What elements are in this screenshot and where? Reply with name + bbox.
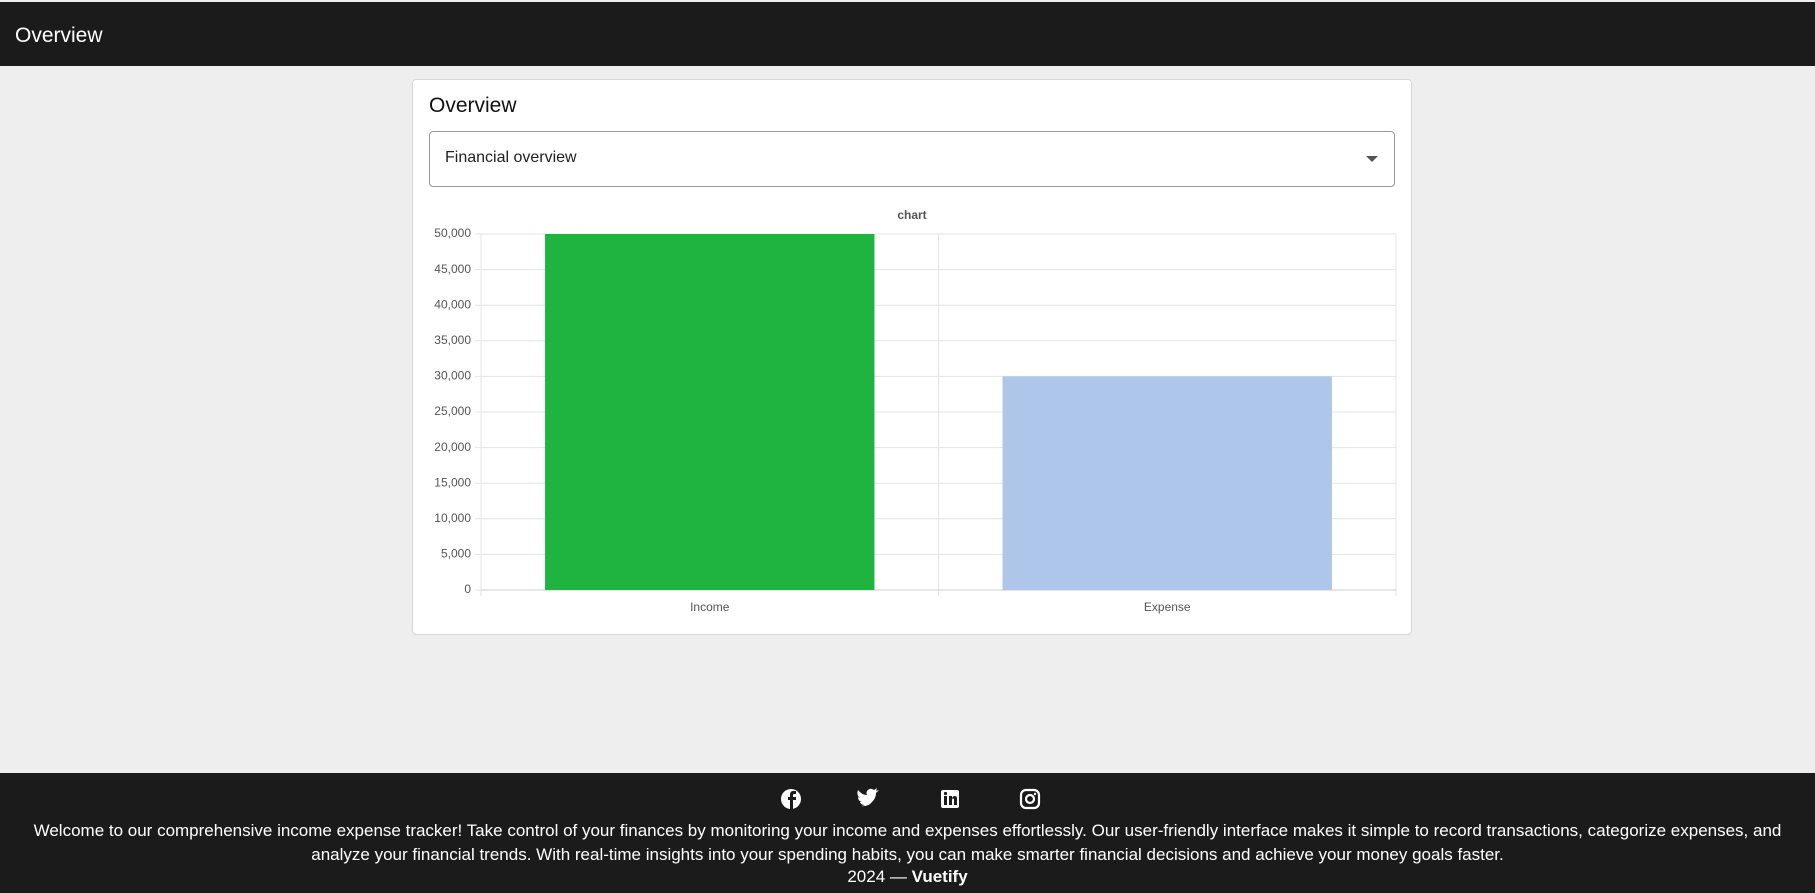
y-tick-label: 10,000 [434,511,471,525]
y-tick-label: 15,000 [434,475,471,489]
footer-year: 2024 — [847,867,907,886]
x-tick-label: Expense [1144,600,1191,614]
y-tick-label: 0 [464,582,471,596]
card-title: Overview [429,94,517,117]
social-icons [781,788,1041,810]
y-tick-label: 50,000 [434,226,471,240]
select-value: Financial overview [445,149,577,166]
instagram-icon[interactable] [1019,788,1041,810]
bar [1002,376,1332,590]
y-tick-label: 30,000 [434,369,471,383]
x-tick-label: Income [690,600,730,614]
linkedin-icon[interactable] [941,790,959,808]
chart: chart 0 5,000 10,000 15,000 20,000 25,000 30,0… [434,208,1397,614]
facebook-icon[interactable] [781,789,801,809]
bar [545,234,875,590]
y-tick-label: 20,000 [434,440,471,454]
footer: Welcome to our comprehensive income expe… [0,773,1815,893]
app-bar: Overview [0,2,1815,66]
twitter-icon[interactable] [857,788,879,807]
app-title: Overview [15,24,103,47]
select[interactable]: Financial overview [429,131,1395,187]
footer-brand: Vuetify [911,867,968,886]
card: Overview Financial overview chart 0 5,000… [412,79,1412,635]
y-tick-label: 45,000 [434,262,471,276]
dropdown-arrow [1366,156,1378,162]
footer-text: Welcome to our comprehensive income expe… [33,821,1782,864]
y-tick-label: 5,000 [441,547,471,561]
chart-title: chart [897,208,926,222]
y-tick-label: 35,000 [434,333,471,347]
footer-copyright: 2024 — Vuetify [0,867,1815,887]
y-tick-label: 40,000 [434,297,471,311]
y-tick-label: 25,000 [434,404,471,418]
